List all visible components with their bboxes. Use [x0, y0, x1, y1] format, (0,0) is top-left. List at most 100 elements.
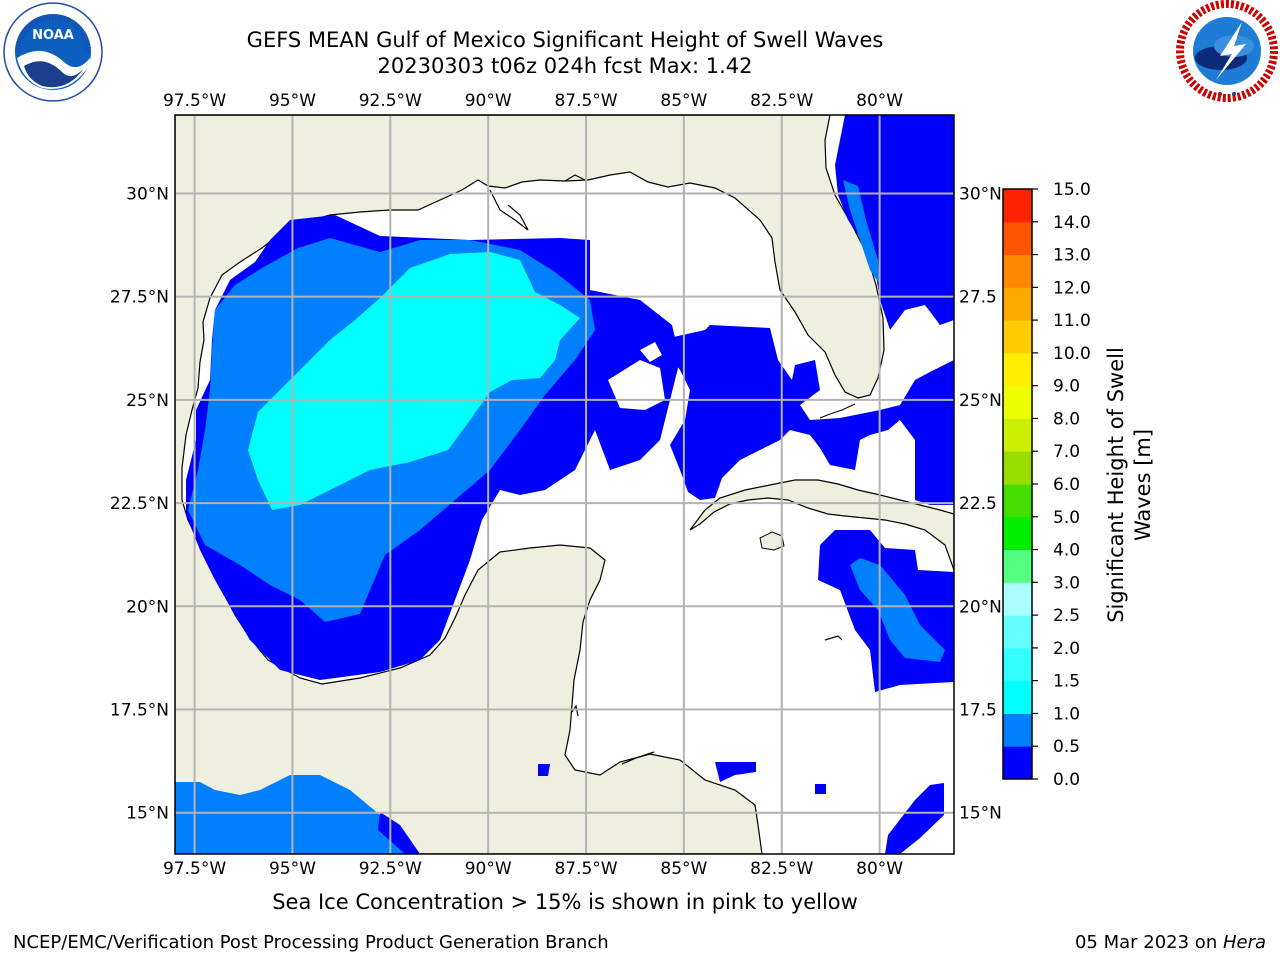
- lat-tick-right: 27.5: [959, 288, 997, 308]
- colorbar-swatch: [1003, 516, 1032, 551]
- swell-caribbean-azure: [850, 558, 945, 662]
- colorbar-tick-label: 2.0: [1053, 639, 1080, 659]
- lon-tick-top: 87.5°W: [554, 91, 617, 111]
- footer-organization: NCEP/EMC/Verification Post Processing Pr…: [13, 932, 609, 953]
- lat-tick-right: 17.5: [959, 701, 997, 721]
- lat-tick-left: 17.5°N: [110, 701, 169, 721]
- colorbar-tick-label: 7.0: [1053, 442, 1080, 462]
- lon-tick-bottom: 95°W: [269, 859, 316, 879]
- lat-tick-left: 20°N: [126, 597, 169, 617]
- lat-tick-left: 30°N: [126, 184, 169, 204]
- lat-tick-right: 22.5: [959, 494, 997, 514]
- lat-tick-left: 22.5°N: [110, 494, 169, 514]
- lon-tick-bottom: 85°W: [660, 859, 707, 879]
- swell-patch-south: [885, 783, 944, 854]
- national-weather-service-logo: [1176, 0, 1278, 102]
- swell-patch-belize: [538, 764, 550, 776]
- colorbar-tick-label: 12.0: [1053, 278, 1091, 298]
- swell-nodata-east: [608, 360, 665, 410]
- axis-tick-labels: 97.5°W 97.5°W 95°W 95°W 92.5°W 92.5°W 90°W 90°W…: [110, 91, 1002, 879]
- colorbar-tick-label: 3.0: [1053, 573, 1080, 593]
- colorbar-tick-label: 2.5: [1053, 606, 1080, 626]
- colorbar-swatch: [1003, 680, 1032, 714]
- colorbar-swatch: [1003, 254, 1032, 288]
- lon-tick-bottom: 80°W: [856, 859, 903, 879]
- colorbar-tick-label: 14.0: [1053, 213, 1091, 233]
- colorbar-tick-label: 6.0: [1053, 475, 1080, 495]
- chart-title: GEFS MEAN Gulf of Mexico Significant Hei…: [246, 28, 884, 52]
- lon-tick-top: 90°W: [465, 91, 512, 111]
- colorbar-tick-label: 1.0: [1053, 704, 1080, 724]
- swell-field: [175, 115, 954, 854]
- colorbar-swatch: [1003, 451, 1032, 485]
- colorbar-tick-label: 15.0: [1053, 180, 1091, 200]
- swell-atlantic-azure: [843, 180, 880, 285]
- land-north-america: [175, 115, 885, 854]
- colorbar-swatch: [1003, 352, 1032, 387]
- lon-tick-top: 95°W: [269, 91, 316, 111]
- colorbar-swatch: [1003, 418, 1032, 452]
- gridlines: [175, 115, 954, 854]
- lat-tick-right: 30°N: [959, 184, 1002, 204]
- chart-subtitle: 20230303 t06z 024h fcst Max: 1.42: [377, 54, 753, 78]
- footer-date: 05 Mar 2023 on Hera: [1075, 932, 1266, 953]
- land-isla-juventud: [759, 531, 785, 551]
- colorbar-tick-label: 1.5: [1053, 672, 1080, 692]
- colorbar-swatch: [1003, 221, 1032, 256]
- colorbar-swatch: [1003, 746, 1032, 780]
- colorbar-tick-label: 11.0: [1053, 311, 1091, 331]
- swell-pacific: [175, 775, 420, 854]
- colorbar-swatch: [1003, 647, 1032, 682]
- lon-tick-bottom: 87.5°W: [554, 859, 617, 879]
- colorbar-swatch: [1003, 385, 1032, 419]
- colorbar-label-line1: Significant Height of Swell: [1104, 347, 1128, 623]
- lon-tick-top: 92.5°W: [359, 91, 422, 111]
- colorbar-tick-label: 4.0: [1053, 541, 1080, 561]
- colorbar-tick-label: 0.5: [1053, 737, 1080, 757]
- lon-tick-top: 85°W: [660, 91, 707, 111]
- swell-patch-small: [815, 784, 826, 794]
- lon-tick-bottom: 97.5°W: [163, 859, 226, 879]
- lat-tick-right: 20°N: [959, 597, 1002, 617]
- lon-tick-top: 97.5°W: [163, 91, 226, 111]
- colorbar-swatch: [1003, 287, 1032, 321]
- colorbar-tick-label: 0.0: [1053, 770, 1080, 790]
- colorbar-tick-label: 5.0: [1053, 508, 1080, 528]
- colorbar-swatch: [1003, 189, 1032, 223]
- colorbar-tick-label: 10.0: [1053, 344, 1091, 364]
- lat-tick-right: 25°N: [959, 391, 1002, 411]
- colorbar-tick-label: 8.0: [1053, 409, 1080, 429]
- sea-ice-caption: Sea Ice Concentration > 15% is shown in …: [272, 890, 858, 914]
- lon-tick-top: 82.5°W: [750, 91, 813, 111]
- noaa-logo: NOAA: [3, 2, 103, 102]
- swell-band-10: [248, 252, 580, 510]
- colorbar-label-line2: Waves [m]: [1131, 429, 1155, 541]
- colorbar-tick-label: 9.0: [1053, 377, 1080, 397]
- svg-text:NOAA: NOAA: [32, 28, 74, 43]
- swell-nodata-east3: [626, 238, 650, 268]
- coastline-details: [489, 174, 843, 765]
- swell-nodata-east2: [640, 342, 662, 362]
- map-frame: [174, 114, 955, 855]
- land-keys: [819, 403, 856, 419]
- colorbar-swatch: [1003, 615, 1032, 649]
- swell-patch-honduras: [715, 762, 756, 782]
- swell-pacific-blue: [378, 812, 420, 854]
- lat-tick-left: 15°N: [126, 804, 169, 824]
- colorbar-swatch: [1003, 582, 1032, 616]
- lat-tick-left: 27.5°N: [110, 288, 169, 308]
- footer-host: Hera: [1222, 932, 1266, 953]
- colorbar: 0.0 0.5 1.0 1.5 2.0 2.5 3.0 4.0 5.0 6.0 7.0 8.0 9.0 1…: [1002, 180, 1091, 790]
- colorbar-swatch: [1003, 484, 1032, 518]
- colorbar-tick-label: 13.0: [1053, 246, 1091, 266]
- footer-date-text: 05 Mar 2023 on: [1074, 932, 1223, 953]
- swell-atlantic: [835, 115, 954, 330]
- colorbar-swatch: [1003, 713, 1032, 747]
- colorbar-swatch: [1003, 549, 1032, 583]
- swell-florida-straits: [660, 325, 954, 505]
- lat-tick-right: 15°N: [959, 804, 1002, 824]
- lon-tick-top: 80°W: [856, 91, 903, 111]
- lat-tick-left: 25°N: [126, 391, 169, 411]
- colorbar-swatch: [1003, 320, 1032, 354]
- lon-tick-bottom: 90°W: [465, 859, 512, 879]
